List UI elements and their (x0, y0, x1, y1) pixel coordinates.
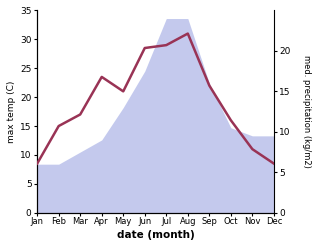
X-axis label: date (month): date (month) (117, 230, 194, 240)
Y-axis label: max temp (C): max temp (C) (7, 80, 16, 143)
Y-axis label: med. precipitation (kg/m2): med. precipitation (kg/m2) (302, 55, 311, 168)
